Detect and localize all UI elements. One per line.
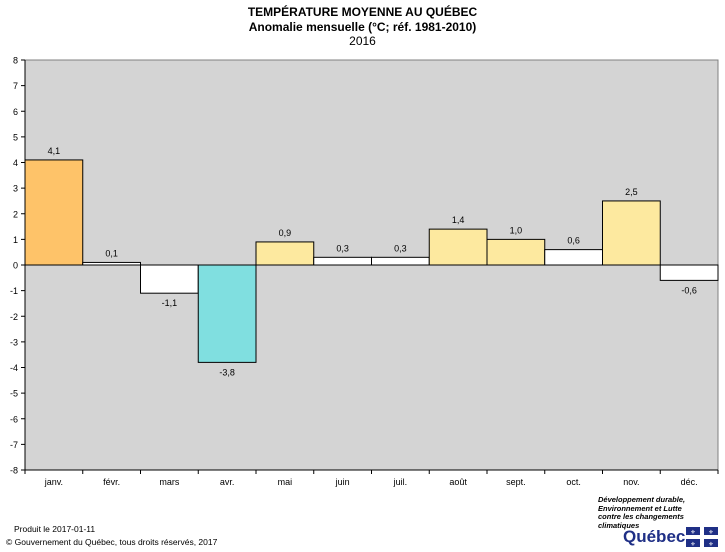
y-tick-label: -2 [10,312,18,322]
bar [313,256,372,266]
x-tick-label: juin [335,477,350,487]
x-tick-label: févr. [103,477,120,487]
x-tick-label: janv. [44,477,63,487]
ministry-line: contre les changements [598,512,684,521]
data-label: -0,6 [681,285,697,295]
y-tick-label: 1 [13,235,18,245]
data-label: 1,0 [510,225,523,235]
y-tick-label: 8 [13,56,18,66]
data-label: 0,1 [105,248,118,258]
y-tick-label: -6 [10,414,18,424]
data-label: 0,9 [279,228,292,238]
data-label: 4,1 [48,146,61,156]
x-tick-label: mai [278,477,293,487]
fleurdelise-flag-icon: ⚜ ⚜ ⚜ ⚜ [686,527,718,547]
y-tick-label: -5 [10,389,18,399]
bar [602,200,661,266]
produced-date: Produit le 2017-01-11 [14,524,96,534]
data-label: -1,1 [162,298,178,308]
x-tick-label: août [449,477,467,487]
bar [24,159,84,266]
data-label: 0,3 [336,243,349,253]
bar [486,238,546,266]
x-tick-label: oct. [566,477,581,487]
data-label: -3,8 [219,367,235,377]
svg-text:⚜: ⚜ [690,541,695,547]
data-label: 1,4 [452,215,465,225]
svg-text:⚜: ⚜ [708,529,713,536]
y-tick-label: -4 [10,363,18,373]
y-tick-label: 0 [13,261,18,271]
svg-text:⚜: ⚜ [690,529,695,536]
bar [544,249,603,266]
y-tick-label: 5 [13,132,18,142]
x-tick-label: nov. [623,477,639,487]
y-tick-label: 6 [13,107,18,117]
bar [140,264,199,294]
bar [371,256,430,266]
chart-title: TEMPÉRATURE MOYENNE AU QUÉBEC [247,5,478,19]
x-tick-label: sept. [506,477,526,487]
ministry-name: Développement durable, Environnement et … [598,495,723,530]
y-tick-label: 4 [13,158,18,168]
y-tick-label: -8 [10,466,18,476]
copyright-notice: © Gouvernement du Québec, tous droits ré… [6,537,218,547]
x-tick-label: déc. [681,477,698,487]
y-tick-label: 3 [13,184,18,194]
y-tick-label: 2 [13,209,18,219]
ministry-line: Environnement et Lutte [598,503,682,513]
data-label: 0,3 [394,243,407,253]
svg-text:⚜: ⚜ [708,541,713,547]
bar [428,228,488,266]
data-label: 2,5 [625,187,638,197]
ministry-line: Développement durable, [598,495,686,504]
bar [659,264,719,281]
chart-subtitle: Anomalie mensuelle (°C; réf. 1981-2010) [248,20,477,34]
ministry-line: climatiques [598,520,640,530]
y-tick-label: 7 [13,81,18,91]
data-label: 0,6 [567,236,580,246]
quebec-brand: Québec [623,527,686,546]
y-tick-label: -1 [10,286,18,296]
y-tick-label: -7 [10,440,18,450]
x-tick-label: mars [159,477,179,487]
x-tick-label: avr. [220,477,235,487]
bar [197,264,257,363]
bar [255,241,315,266]
x-tick-label: juil. [393,477,408,487]
chart-year: 2016 [349,34,376,48]
y-tick-label: -3 [10,337,18,347]
